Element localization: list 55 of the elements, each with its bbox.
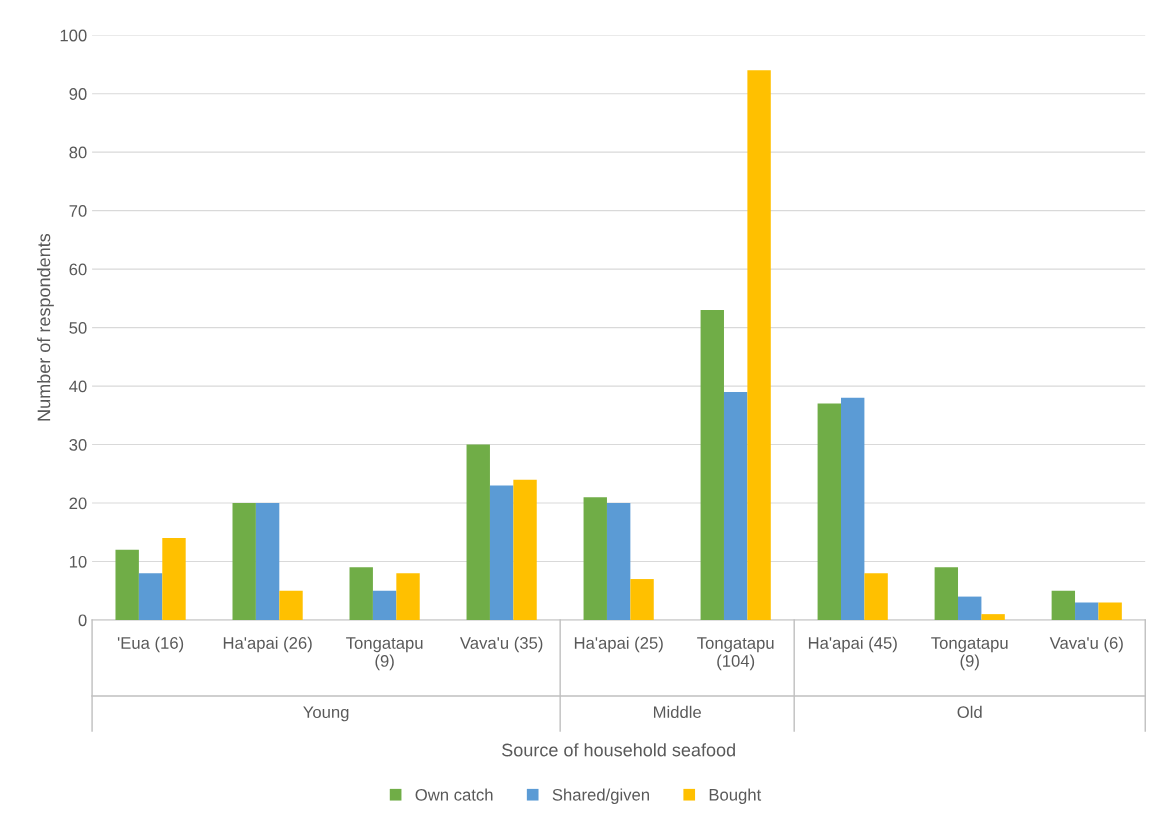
bar — [934, 567, 959, 620]
bar — [255, 503, 280, 620]
y-tick-label: 40 — [69, 380, 87, 393]
x-tick-label: Tongatapu (9) — [931, 637, 1008, 671]
x-tick-label: Tongatapu (9) — [346, 637, 423, 671]
bar — [279, 590, 303, 620]
legend-label: Bought — [709, 788, 762, 804]
bar — [606, 503, 631, 620]
x-tick-label: Ha'apai (45) — [808, 636, 897, 653]
y-tick-label: 0 — [78, 614, 87, 627]
x-tick-label: Ha'apai (26) — [223, 636, 312, 653]
y-tick-label: 90 — [69, 88, 87, 100]
bar — [723, 391, 748, 620]
text: Middle — [653, 705, 701, 719]
y-tick-label: 100 — [60, 29, 87, 42]
text: Old — [957, 705, 982, 719]
bar — [1075, 602, 1099, 620]
text: Young — [303, 706, 349, 722]
x-tick-label: Ha'apai (25) — [574, 636, 663, 653]
bar — [1051, 590, 1076, 620]
y-tick-label: 10 — [69, 555, 87, 568]
y-tick-label: 80 — [69, 146, 87, 159]
x-tick-label: Tongatapu (104) — [697, 637, 774, 671]
bar — [630, 579, 654, 620]
bar — [489, 485, 514, 620]
x-axis-title: Source of household seafood — [502, 743, 735, 757]
bar — [841, 397, 865, 620]
bar — [349, 567, 373, 620]
bar — [138, 573, 163, 620]
y-tick-label: 30 — [69, 438, 87, 451]
y-tick-label: 20 — [69, 497, 87, 510]
bar — [232, 503, 256, 620]
bar — [817, 403, 841, 620]
bar — [700, 310, 724, 620]
bar — [466, 444, 490, 620]
bar — [372, 590, 397, 620]
x-tick-label: 'Eua (16) — [117, 636, 184, 653]
bar — [162, 538, 186, 620]
legend-label: Own catch — [415, 788, 493, 801]
bar — [115, 549, 139, 620]
bar — [864, 573, 888, 620]
bar — [583, 497, 607, 620]
y-tick-label: 60 — [69, 263, 87, 276]
bar — [513, 479, 537, 620]
bar — [958, 596, 982, 620]
y-axis-title: Number of respondents — [37, 233, 54, 421]
bar — [396, 573, 420, 620]
bar — [1098, 602, 1122, 620]
y-tick-label: 70 — [69, 205, 87, 217]
y-tick-label: 50 — [69, 322, 87, 334]
legend-label: Shared/given — [552, 788, 649, 804]
x-tick-label: Vava'u (6) — [1049, 636, 1123, 653]
bar — [747, 70, 771, 620]
bar — [981, 614, 1005, 620]
x-tick-label: Vava'u (35) — [459, 636, 543, 653]
